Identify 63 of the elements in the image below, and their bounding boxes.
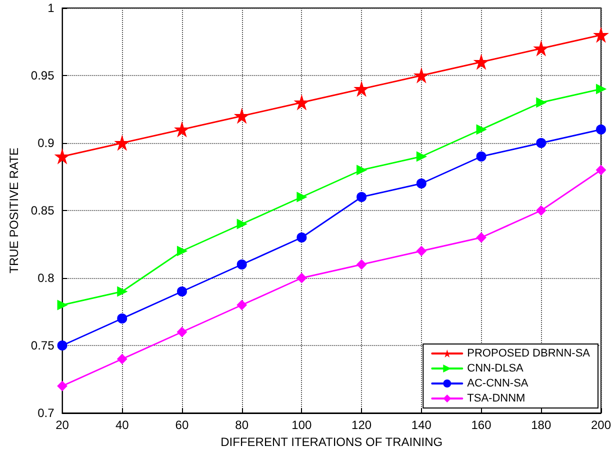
legend-label: PROPOSED DBRNN-SA <box>467 348 591 360</box>
point <box>476 152 486 162</box>
point <box>296 192 307 202</box>
y-tick-label: 0.95 <box>30 68 55 82</box>
point <box>356 192 367 202</box>
y-tick-label: 0.8 <box>38 271 55 285</box>
point <box>416 178 426 188</box>
point <box>234 109 249 123</box>
point <box>594 28 608 42</box>
point <box>294 96 309 110</box>
y-tick-label: 0.7 <box>38 406 55 420</box>
point <box>536 98 546 108</box>
point <box>596 124 606 134</box>
point <box>176 246 187 256</box>
point <box>356 260 367 270</box>
point <box>236 260 247 270</box>
x-tick-label: 180 <box>531 418 552 432</box>
point <box>176 286 187 296</box>
point <box>416 246 426 256</box>
x-tick-label: 120 <box>352 418 372 432</box>
point <box>476 232 486 242</box>
point <box>115 136 130 150</box>
legend-label: TSA-DNNM <box>467 392 526 404</box>
y-tick-label: 0.9 <box>38 136 55 150</box>
point <box>536 138 546 148</box>
y-tick-label: 0.75 <box>30 338 55 352</box>
point <box>414 68 428 82</box>
point <box>356 165 367 175</box>
point <box>596 165 606 175</box>
x-tick-label: 100 <box>292 418 312 432</box>
point <box>117 314 128 324</box>
x-axis-title: DIFFERENT ITERATIONS OF TRAINING <box>220 434 443 449</box>
point <box>57 381 68 391</box>
point <box>236 219 247 229</box>
y-axis-title: TRUE POSITIVE RATE <box>7 148 21 274</box>
x-tick-label: 200 <box>590 418 612 432</box>
point <box>117 354 128 364</box>
point <box>57 340 68 350</box>
point <box>117 286 128 296</box>
x-tick-label: 40 <box>115 418 130 432</box>
point <box>416 152 426 162</box>
point <box>534 42 548 56</box>
y-tick-label: 1 <box>48 1 55 15</box>
point <box>296 273 307 283</box>
point <box>174 122 189 136</box>
point <box>236 300 247 310</box>
x-tick-label: 140 <box>411 418 432 432</box>
x-tick-label: 80 <box>235 418 249 432</box>
point <box>476 124 486 134</box>
point <box>474 55 488 69</box>
point <box>536 206 546 216</box>
x-tick-label: 60 <box>175 418 189 432</box>
x-tick-label: 160 <box>471 418 492 432</box>
y-tick-label: 0.85 <box>30 204 55 218</box>
legend-label: AC-CNN-SA <box>467 378 529 390</box>
point <box>354 82 369 96</box>
legend-label: CNN-DLSA <box>467 362 524 374</box>
point <box>596 84 606 94</box>
point <box>57 300 68 310</box>
point <box>176 327 187 337</box>
point <box>296 232 307 242</box>
x-tick-label: 20 <box>56 418 70 432</box>
point <box>55 150 70 164</box>
